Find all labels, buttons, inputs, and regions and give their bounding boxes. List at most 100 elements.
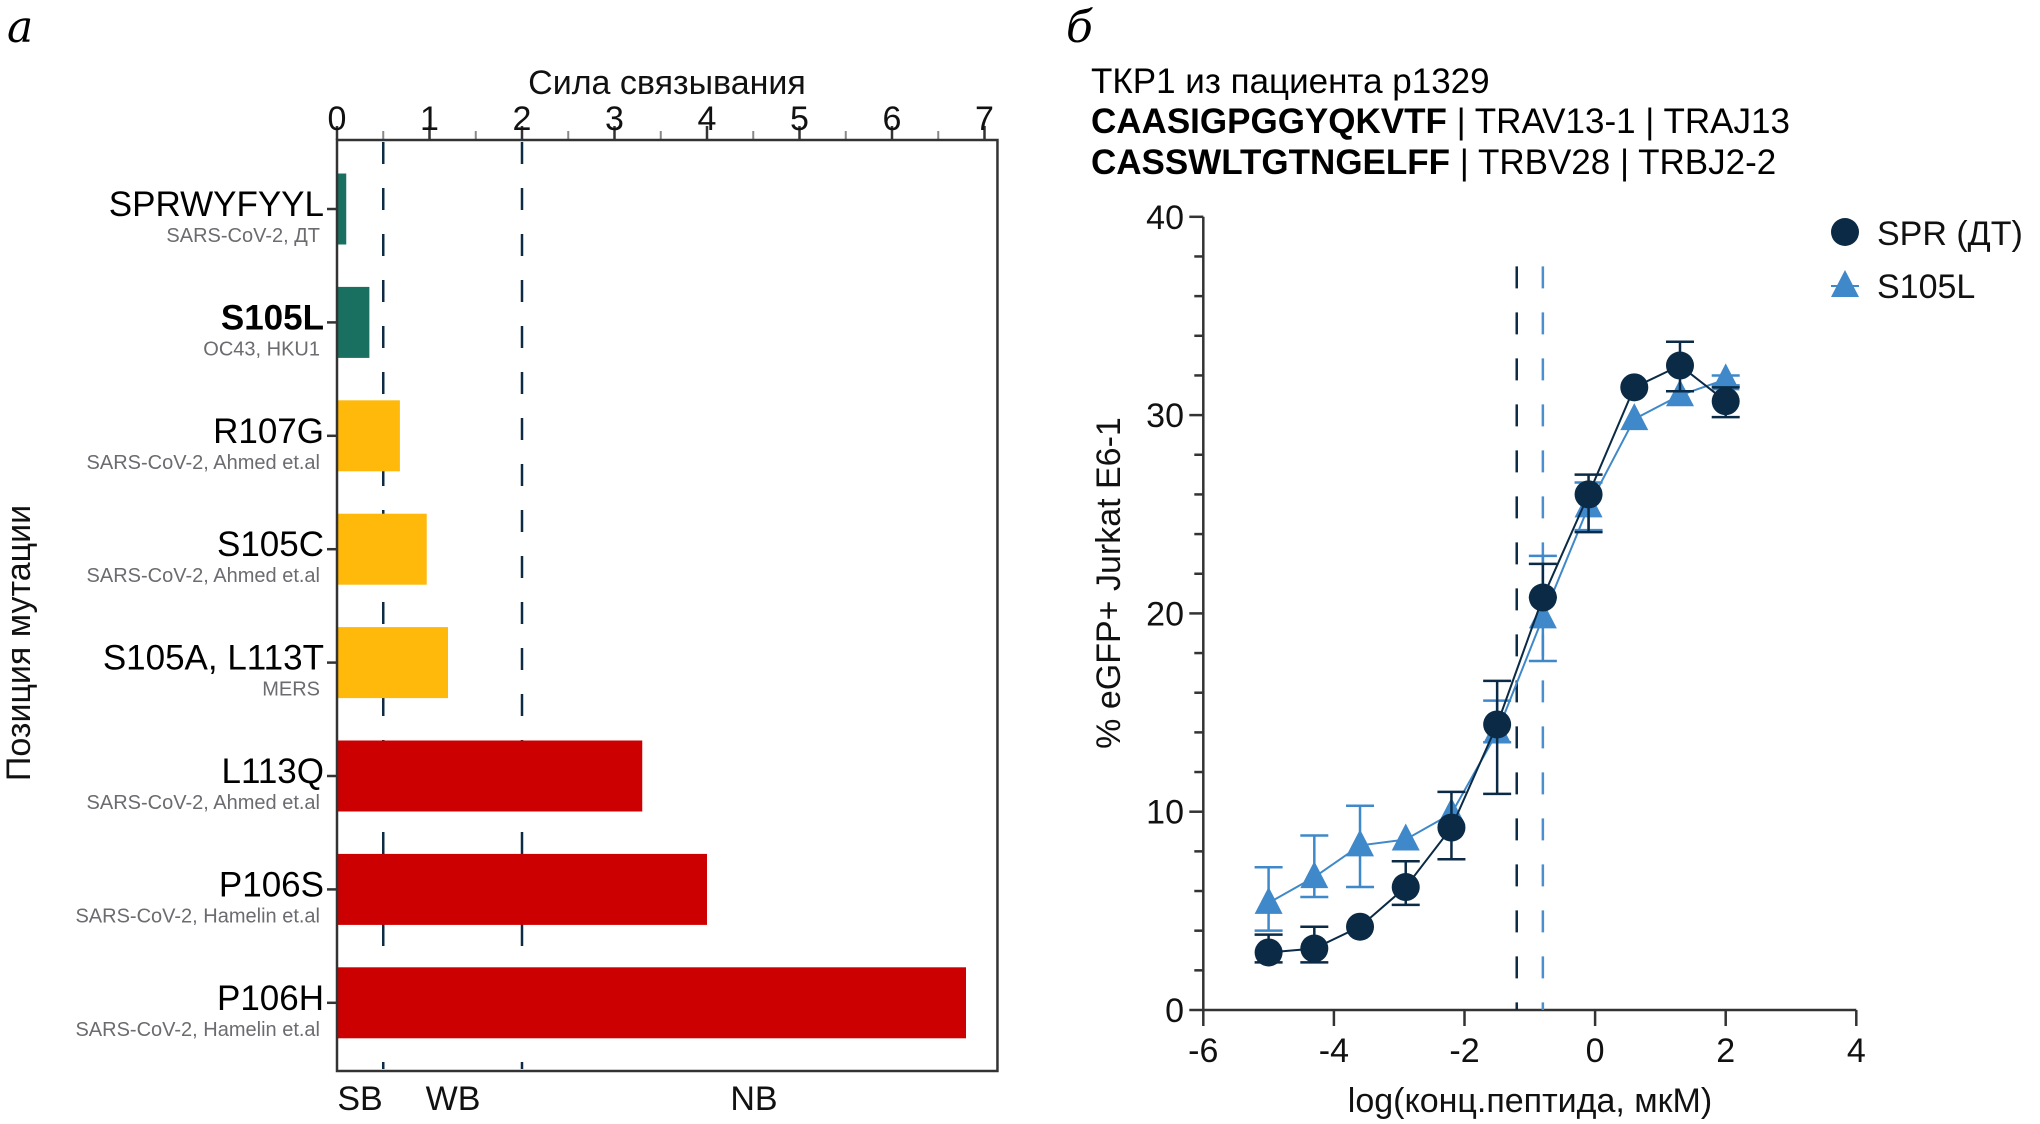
bar — [337, 400, 400, 472]
header-genes: ТКР1 из пациента p1329 — [1091, 62, 1490, 101]
bar — [337, 627, 448, 699]
panel-letter-b: б — [1066, 2, 1093, 53]
x-tick-label: 2 — [1716, 1032, 1735, 1070]
threshold-lines — [382, 142, 524, 1069]
plot-frame — [335, 138, 999, 1073]
data-point — [1300, 861, 1329, 889]
y-tick-label: 0 — [1165, 992, 1184, 1030]
category-label: S105A, L113T — [103, 639, 324, 678]
category-label: S105C — [217, 525, 324, 564]
y-tick-label: 40 — [1146, 199, 1184, 237]
category-label: S105L — [221, 298, 324, 337]
data-point — [1620, 373, 1649, 402]
y-axis-title: % eGFP+ Jurkat E6-1 — [1090, 417, 1128, 749]
zone-label: SB — [337, 1080, 382, 1118]
data-point — [1391, 823, 1420, 851]
x-tick-label: 1 — [420, 100, 439, 138]
category-sublabel: SARS-CoV-2, Ahmed et.al — [87, 565, 320, 587]
header-cdr3: CASSWLTGTNGELFF — [1091, 143, 1450, 182]
data-point — [1483, 710, 1512, 739]
data-point — [1528, 601, 1557, 629]
data-point — [1574, 480, 1603, 509]
category-label: L113Q — [222, 752, 325, 791]
zone-labels: SB WB NB — [337, 1080, 777, 1118]
y-axis-title: Позиция мутации — [0, 505, 38, 781]
x-axis-title: Сила связывания — [528, 64, 806, 102]
data-point — [1300, 934, 1329, 963]
data-point — [1711, 363, 1740, 391]
category-sublabel: SARS-CoV-2, Hamelin et.al — [75, 1019, 320, 1041]
data-point — [1437, 813, 1466, 842]
ec50-lines — [1515, 266, 1545, 1010]
category-sublabel: SARS-CoV-2, Ahmed et.al — [87, 452, 320, 474]
category-label: P106S — [219, 865, 324, 904]
header-cdr3: CAASIGPGGYQKVTF — [1091, 102, 1447, 141]
y-tick-label: 30 — [1146, 397, 1184, 435]
x-tick-label: -4 — [1319, 1032, 1349, 1070]
legend-item: SPR (ДТ) — [1831, 215, 2023, 253]
x-axis-title: log(конц.пептида, мкМ) — [1348, 1082, 1712, 1120]
legend-triangle-icon — [1831, 270, 1859, 297]
x-tick-label: 6 — [883, 100, 902, 138]
legend: SPR (ДТ) S105L — [1831, 215, 2023, 306]
x-tick-label: 3 — [605, 100, 624, 138]
y-tick-label: 10 — [1146, 794, 1184, 832]
x-tick-label: -6 — [1188, 1032, 1218, 1070]
header-genes: | TRBV28 | TRBJ2-2 — [1450, 143, 1776, 182]
x-tick-label: 5 — [790, 100, 809, 138]
header-genes: | TRAV13-1 | TRAJ13 — [1447, 102, 1790, 141]
category-sublabel: SARS-CoV-2, Ahmed et.al — [87, 792, 320, 814]
x-tick-label: 0 — [1586, 1032, 1605, 1070]
data-point — [1254, 938, 1283, 967]
legend-label: SPR (ДТ) — [1877, 215, 2023, 253]
category-label: P106H — [217, 979, 324, 1018]
category-sublabel: OC43, HKU1 — [203, 338, 320, 360]
x-axis-ticks: 0 1 2 3 4 5 6 7 — [328, 100, 994, 140]
category-label: R107G — [213, 412, 324, 451]
legend-item: S105L — [1831, 268, 1975, 306]
bar — [337, 286, 370, 358]
header-line: CAASIGPGGYQKVTF | TRAV13-1 | TRAJ13 — [1091, 102, 1790, 141]
y-tick-label: 20 — [1146, 595, 1184, 633]
series-spr-wt — [1254, 340, 1740, 967]
data-point — [1665, 379, 1694, 407]
data-point — [1391, 873, 1420, 902]
data-point — [1620, 403, 1649, 431]
data-point — [1346, 912, 1375, 941]
category-sublabel: SARS-CoV-2, ДТ — [166, 225, 320, 247]
x-tick-label: 4 — [698, 100, 717, 138]
x-tick-label: 2 — [513, 100, 532, 138]
bar — [337, 173, 347, 245]
data-point — [1665, 351, 1694, 380]
zone-label: NB — [730, 1080, 777, 1118]
bar — [337, 967, 966, 1039]
data-point — [1528, 583, 1557, 612]
data-series — [1254, 340, 1740, 967]
legend-label: S105L — [1877, 268, 1975, 306]
x-tick-label: 4 — [1847, 1032, 1866, 1070]
panel-letter-a: а — [7, 2, 33, 53]
category-sublabel: MERS — [262, 679, 320, 701]
category-label: SPRWYFYYL — [109, 185, 324, 224]
header-line: ТКР1 из пациента p1329 — [1091, 62, 1490, 101]
zone-label: WB — [426, 1080, 481, 1118]
bar — [337, 513, 427, 585]
series-line — [1268, 378, 1727, 904]
x-tick-label: 7 — [975, 100, 994, 138]
bar — [337, 740, 643, 812]
series-line — [1268, 364, 1727, 954]
x-tick-label: -2 — [1449, 1032, 1479, 1070]
legend-circle-icon — [1831, 218, 1859, 246]
bar — [337, 853, 707, 925]
category-sublabel: SARS-CoV-2, Hamelin et.al — [75, 905, 320, 927]
series-s105l — [1254, 363, 1740, 932]
data-point — [1711, 387, 1740, 416]
x-tick-label: 0 — [328, 100, 347, 138]
data-point — [1254, 886, 1283, 914]
